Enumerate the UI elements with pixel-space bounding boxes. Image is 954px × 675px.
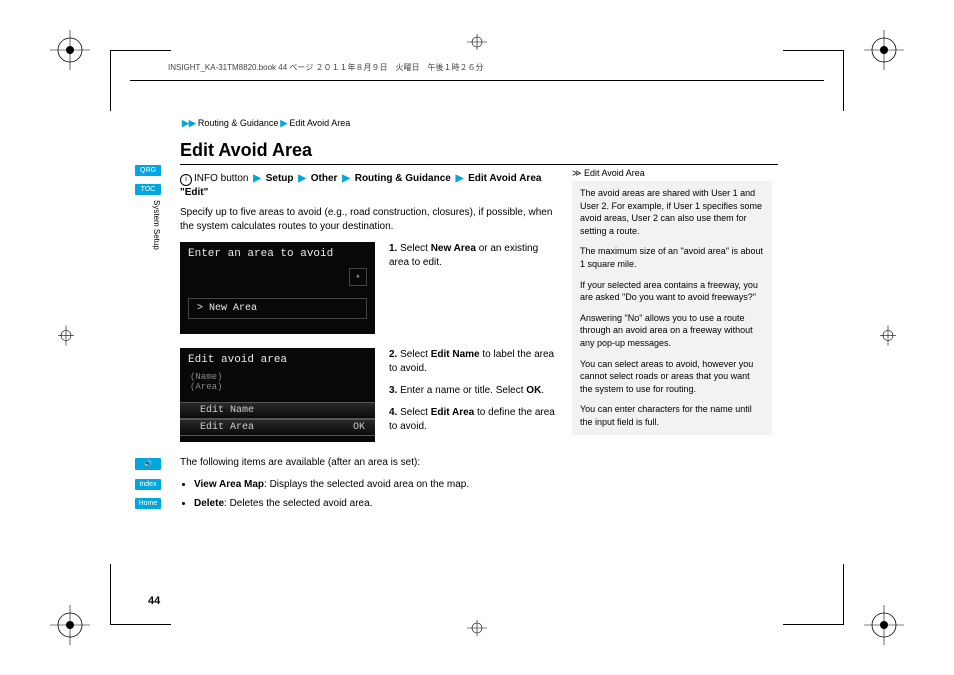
registration-mark-icon [50,605,90,645]
options-list: View Area Map: Displays the selected avo… [180,476,555,512]
registration-mark-icon [864,605,904,645]
info-paragraph: If your selected area contains a freeway… [580,279,764,304]
tab-voice[interactable]: 🔊 [135,458,161,470]
registration-tick-icon [467,34,487,55]
registration-mark-icon [50,30,90,70]
tab-home[interactable]: Home [135,498,161,509]
nav-item: Edit Avoid Area [468,173,541,184]
intro-text: Specify up to five areas to avoid (e.g.,… [180,206,555,234]
info-box: The avoid areas are shared with User 1 a… [572,181,772,435]
crop-mark-icon [783,564,844,625]
screenshot-row-new-area: > New Area [188,298,367,319]
breadcrumb-arrow-icon: ▶ [280,118,287,128]
nav-arrow-icon: ▶ [298,173,306,184]
after-intro: The following items are available (after… [180,456,555,470]
info-paragraph: The maximum size of an "avoid area" is a… [580,245,764,270]
nav-item: INFO button [194,173,248,184]
nav-arrow-icon: ▶ [253,173,261,184]
steps-list: 1. Select New Area or an existing area t… [389,242,555,334]
main-column: iINFO button ▶ Setup ▶ Other ▶ Routing &… [180,172,555,514]
scroll-up-icon: ▴ [349,268,367,286]
step-block-1: Enter an area to avoid ▴ > New Area 1. S… [180,242,555,334]
title-rule [180,164,778,165]
tab-toc[interactable]: TOC [135,184,161,195]
crop-mark-icon [110,564,171,625]
registration-mark-icon [864,30,904,70]
info-column: ≫ Edit Avoid Area The avoid areas are sh… [572,168,772,435]
info-button-icon: i [180,174,192,186]
list-item: View Area Map: Displays the selected avo… [194,476,555,493]
nav-item: Other [311,173,338,184]
breadcrumb-arrow-icon: ▶▶ [182,118,196,128]
screenshot-title: Enter an area to avoid [180,242,375,266]
breadcrumb-item: Edit Avoid Area [289,118,350,128]
nav-item: "Edit" [180,187,208,198]
nav-arrow-icon: ▶ [456,173,464,184]
tab-index[interactable]: Index [135,479,161,490]
registration-tick-icon [58,325,74,350]
info-paragraph: The avoid areas are shared with User 1 a… [580,187,764,237]
screenshot-subtext: (Area) [180,382,375,392]
info-paragraph: You can enter characters for the name un… [580,403,764,428]
nav-path: iINFO button ▶ Setup ▶ Other ▶ Routing &… [180,172,555,200]
info-icon: ≫ [572,168,581,178]
screenshot-option-edit-area: Edit AreaOK [180,419,375,436]
step-block-2: Edit avoid area (Name) (Area) Edit Name … [180,348,555,442]
file-meta-header: INSIGHT_KA-31TM8820.book 44 ページ ２０１１年８月９… [168,62,483,73]
ui-screenshot-1: Enter an area to avoid ▴ > New Area [180,242,375,334]
nav-item: Setup [266,173,294,184]
screenshot-option-edit-name: Edit Name [180,402,375,419]
ui-screenshot-2: Edit avoid area (Name) (Area) Edit Name … [180,348,375,442]
nav-arrow-icon: ▶ [342,173,350,184]
page-title: Edit Avoid Area [180,140,312,161]
registration-tick-icon [467,620,487,641]
info-paragraph: Answering "No" allows you to use a route… [580,312,764,350]
screenshot-title: Edit avoid area [180,348,375,372]
header-rule [130,80,824,81]
info-paragraph: You can select areas to avoid, however y… [580,358,764,396]
nav-item: Routing & Guidance [355,173,451,184]
section-label: System Setup [152,200,161,250]
screenshot-subtext: (Name) [180,372,375,382]
tab-qrg[interactable]: QRG [135,165,161,176]
registration-tick-icon [880,325,896,350]
list-item: Delete: Deletes the selected avoid area. [194,495,555,512]
breadcrumb: ▶▶Routing & Guidance▶Edit Avoid Area [180,118,350,129]
info-header: ≫ Edit Avoid Area [572,168,772,179]
breadcrumb-item: Routing & Guidance [198,118,279,128]
page-number: 44 [148,595,160,607]
steps-list: 2. Select Edit Name to label the area to… [389,348,555,442]
